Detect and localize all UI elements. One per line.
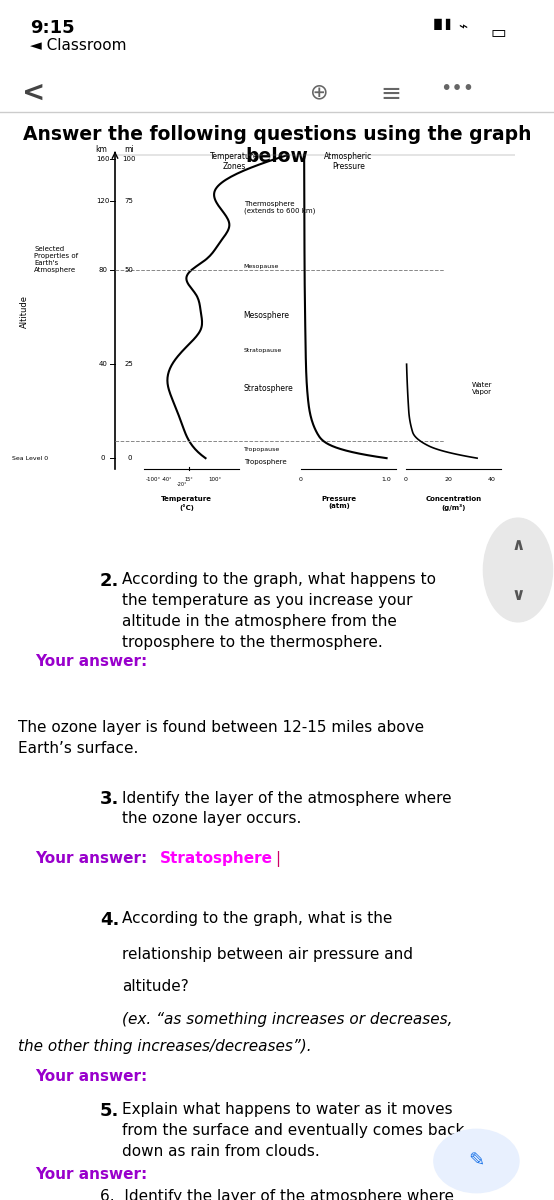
Text: the other thing increases/decreases”).: the other thing increases/decreases”). [18, 1039, 311, 1055]
Text: Answer the following questions using the graph: Answer the following questions using the… [23, 125, 531, 144]
Text: According to the graph, what is the: According to the graph, what is the [122, 911, 392, 925]
Text: 3.: 3. [100, 791, 119, 809]
Text: -40°: -40° [162, 476, 173, 481]
Text: 25: 25 [125, 361, 134, 367]
Text: Pressure
(atm): Pressure (atm) [321, 497, 357, 510]
Text: Temperature
Zones: Temperature Zones [210, 152, 258, 172]
Text: Altitude: Altitude [20, 295, 29, 329]
Text: The ozone layer is found between 12-15 miles above
Earth’s surface.: The ozone layer is found between 12-15 m… [18, 720, 424, 756]
Text: Troposphere: Troposphere [244, 458, 286, 464]
Text: -100°: -100° [146, 476, 161, 481]
Text: (ex. “as something increases or decreases,: (ex. “as something increases or decrease… [122, 1012, 453, 1027]
Text: Stratosphere: Stratosphere [160, 851, 273, 865]
Text: ✎: ✎ [468, 1152, 485, 1170]
Text: 2.: 2. [100, 572, 119, 590]
Text: Atmospheric
Pressure: Atmospheric Pressure [324, 152, 373, 172]
Circle shape [434, 1129, 519, 1193]
Text: |: | [275, 851, 280, 866]
Text: 100: 100 [122, 156, 136, 162]
Text: ≡: ≡ [380, 82, 401, 106]
Text: 120: 120 [96, 198, 110, 204]
Text: 15°: 15° [184, 476, 193, 481]
Text: ∧: ∧ [511, 536, 525, 554]
Text: 5.: 5. [100, 1102, 119, 1120]
Text: -20°: -20° [177, 482, 187, 487]
Text: <: < [22, 79, 45, 107]
Text: mi: mi [125, 145, 134, 154]
Text: 75: 75 [125, 198, 134, 204]
Text: 0: 0 [404, 476, 408, 481]
Circle shape [484, 518, 552, 622]
Text: Your answer:: Your answer: [35, 1168, 147, 1182]
Text: ⊕: ⊕ [310, 82, 329, 102]
Text: 0: 0 [101, 455, 105, 461]
Text: 40: 40 [488, 476, 495, 481]
Text: Your answer:: Your answer: [35, 851, 152, 865]
Text: ⌁: ⌁ [458, 19, 467, 34]
Text: Temperature
(°C): Temperature (°C) [161, 497, 212, 510]
Text: Identify the layer of the atmosphere where
the ozone layer occurs.: Identify the layer of the atmosphere whe… [122, 791, 452, 827]
Text: Water
Vapor: Water Vapor [471, 382, 492, 395]
Text: 0: 0 [127, 455, 131, 461]
Text: Stratopause: Stratopause [244, 348, 282, 353]
Text: Thermosphere
(extends to 600 km): Thermosphere (extends to 600 km) [244, 200, 315, 215]
Text: 20: 20 [444, 476, 453, 481]
Text: 1.0: 1.0 [382, 476, 392, 481]
Text: Mesopause: Mesopause [244, 264, 279, 269]
Text: •••: ••• [440, 79, 474, 98]
Text: Sea Level 0: Sea Level 0 [12, 456, 48, 461]
Text: Explain what happens to water as it moves
from the surface and eventually comes : Explain what happens to water as it move… [122, 1102, 464, 1159]
Text: relationship between air pressure and: relationship between air pressure and [122, 947, 413, 961]
Text: 6.  Identify the layer of the atmosphere where: 6. Identify the layer of the atmosphere … [100, 1189, 454, 1200]
Text: ◄ Classroom: ◄ Classroom [30, 38, 126, 53]
Text: km: km [95, 145, 107, 154]
Text: below: below [245, 146, 309, 166]
Text: altitude?: altitude? [122, 979, 189, 995]
Text: Mesosphere: Mesosphere [244, 311, 290, 320]
Text: Concentration
(g/m³): Concentration (g/m³) [425, 497, 481, 511]
Text: 100°: 100° [208, 476, 222, 481]
Text: 160: 160 [96, 156, 110, 162]
Text: Selected
Properties of
Earth's
Atmosphere: Selected Properties of Earth's Atmospher… [34, 246, 78, 274]
Text: Stratosphere: Stratosphere [244, 384, 294, 394]
Text: 9:15: 9:15 [30, 19, 75, 37]
Text: 4.: 4. [100, 911, 119, 929]
Text: 80: 80 [99, 268, 107, 274]
Text: 50: 50 [125, 268, 134, 274]
Text: 40: 40 [99, 361, 107, 367]
Text: Your answer:: Your answer: [35, 654, 147, 670]
Text: Your answer:: Your answer: [35, 1069, 147, 1084]
Text: According to the graph, what happens to
the temperature as you increase your
alt: According to the graph, what happens to … [122, 572, 436, 650]
Text: ∨: ∨ [511, 586, 525, 604]
Text: Tropopause: Tropopause [244, 446, 280, 452]
Text: ▐▌▌: ▐▌▌ [430, 19, 455, 30]
Text: 0: 0 [299, 476, 302, 481]
Text: ▭: ▭ [490, 24, 506, 42]
